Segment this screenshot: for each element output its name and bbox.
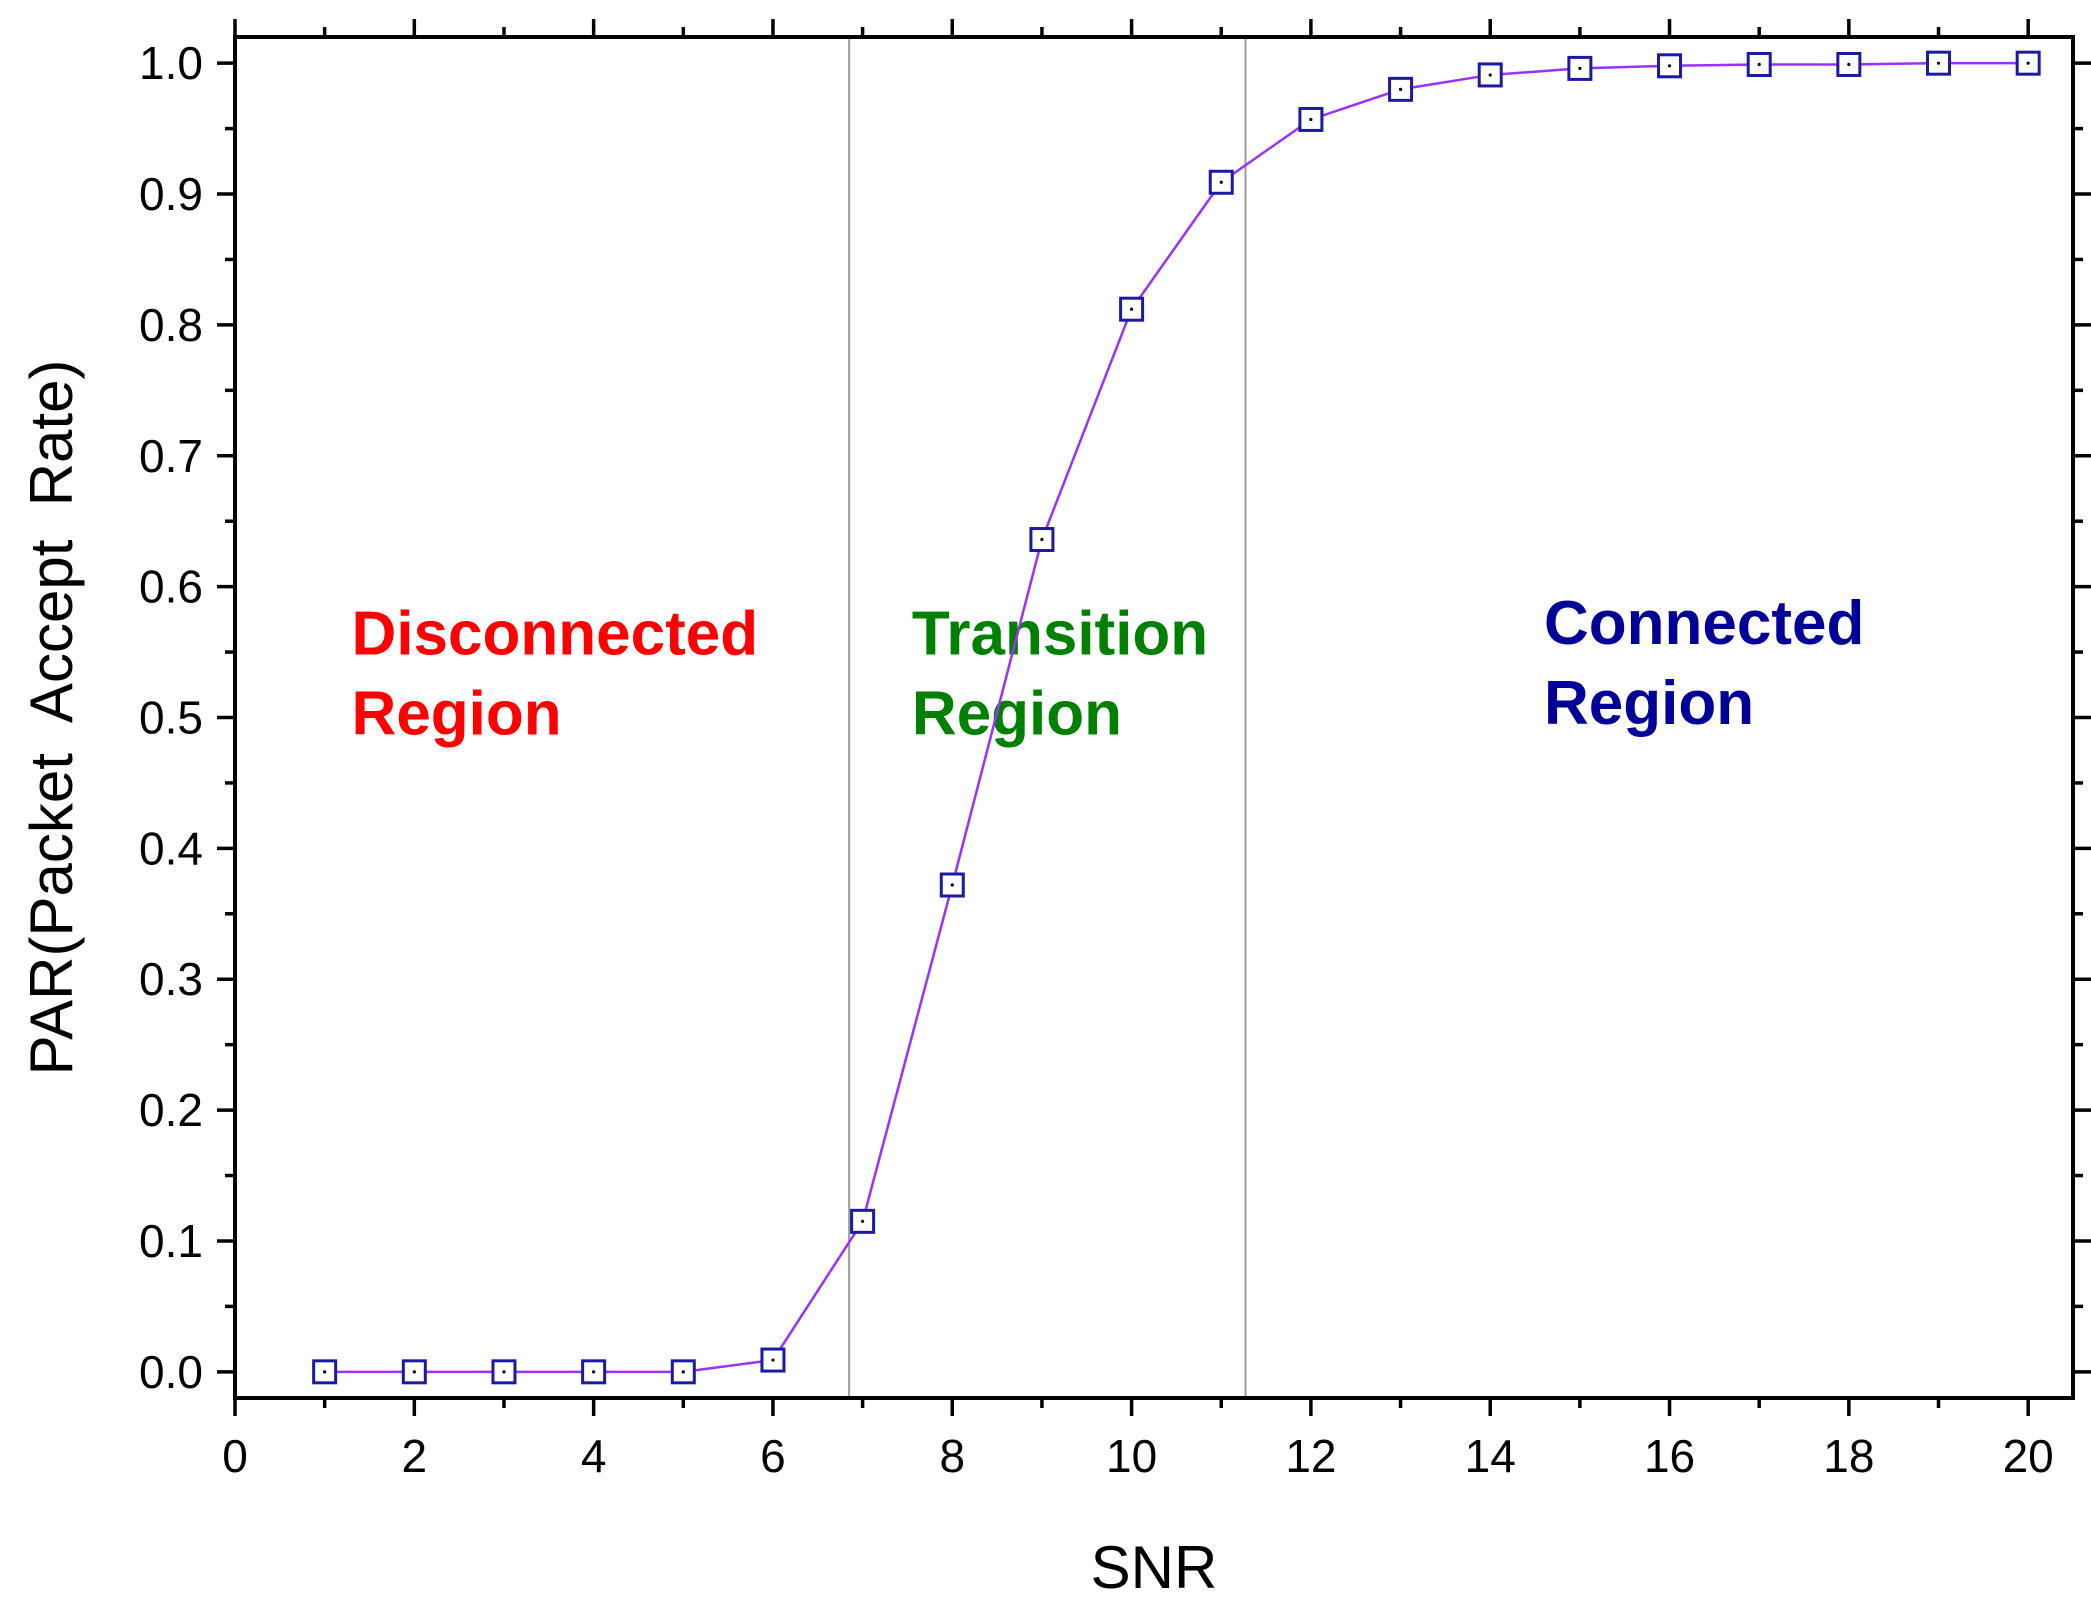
region-label-1: Transition Region (912, 600, 1208, 749)
data-point-center-dot (2026, 61, 2030, 65)
x-tick-label: 20 (2003, 1430, 2054, 1482)
region-label-line: Disconnected (352, 600, 759, 669)
x-tick-label: 18 (1823, 1430, 1874, 1482)
x-tick-label: 16 (1644, 1430, 1695, 1482)
x-tick-label: 2 (402, 1430, 428, 1482)
data-point-center-dot (861, 1219, 865, 1223)
data-point-center-dot (1936, 61, 1941, 65)
data-point-center-dot (412, 1370, 416, 1374)
y-tick-label: 0.4 (139, 822, 203, 874)
data-point-center-dot (502, 1370, 506, 1374)
y-tick-label: 0.5 (139, 692, 203, 744)
data-point-center-dot (1578, 66, 1582, 71)
x-tick-label: 8 (939, 1430, 965, 1482)
data-point-center-dot (681, 1370, 685, 1374)
data-point-center-dot (771, 1358, 775, 1362)
data-point-center-dot (1488, 73, 1492, 77)
y-tick-label: 0.6 (139, 561, 203, 613)
y-tick-label: 0.1 (139, 1215, 203, 1267)
data-point-center-dot (323, 1370, 327, 1374)
y-axis-title: PAR(Packet Accept Rate) (18, 360, 85, 1076)
x-axis-title: SNR (1091, 1534, 1218, 1601)
data-point-center-dot (950, 883, 954, 887)
y-tick-label: 0.9 (139, 168, 203, 220)
y-tick-label: 0.3 (139, 953, 203, 1005)
region-label-2: Connected Region (1544, 589, 1864, 738)
data-point-center-dot (1847, 62, 1851, 67)
data-point-center-dot (1040, 537, 1044, 542)
data-point-center-dot (1219, 180, 1223, 184)
data-point-center-dot (592, 1370, 596, 1374)
region-label-line: Region (912, 680, 1122, 749)
y-tick-label: 0.0 (139, 1346, 203, 1398)
region-label-line: Connected (1544, 589, 1864, 658)
data-point-center-dot (1129, 307, 1134, 311)
region-label-line: Transition (912, 600, 1208, 669)
region-label-line: Region (1544, 669, 1754, 738)
series-line-0 (324, 61, 2029, 1374)
y-tick-label: 0.2 (139, 1084, 203, 1136)
data-point-center-dot (1757, 62, 1761, 67)
y-tick-label: 0.7 (139, 430, 203, 482)
x-tick-label: 14 (1465, 1430, 1516, 1482)
x-tick-label: 10 (1106, 1430, 1157, 1482)
data-point-center-dot (1398, 87, 1403, 91)
region-label-line: Region (352, 680, 562, 749)
data-point-center-dot (1309, 117, 1313, 122)
x-tick-label: 4 (581, 1430, 607, 1482)
region-label-0: Disconnected Region (352, 600, 759, 749)
x-tick-label: 0 (222, 1430, 248, 1482)
data-point-center-dot (1667, 64, 1672, 68)
x-tick-label: 12 (1285, 1430, 1336, 1482)
y-tick-label: 1.0 (139, 37, 203, 89)
y-tick-label: 0.8 (139, 299, 203, 351)
x-tick-label: 6 (760, 1430, 786, 1482)
